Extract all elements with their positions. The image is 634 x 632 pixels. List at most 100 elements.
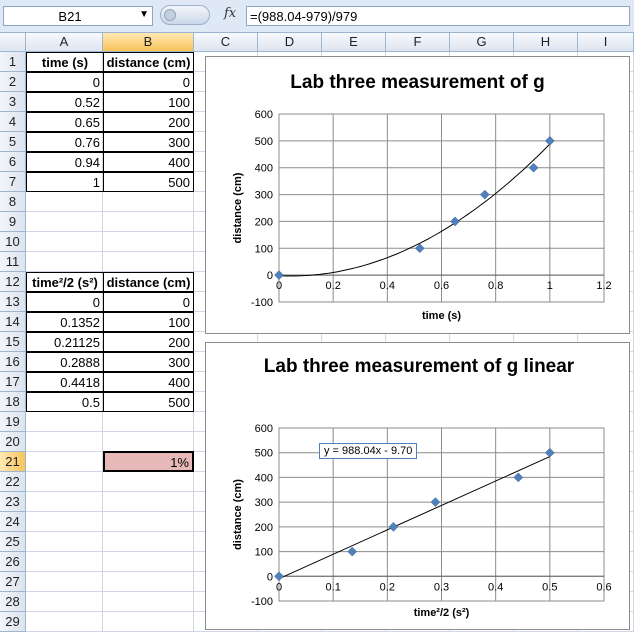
row-header-3[interactable]: 3 [0, 92, 26, 112]
table2-cell[interactable]: 400 [103, 372, 194, 392]
column-header-b[interactable]: B [103, 33, 194, 52]
grid-cell[interactable] [26, 612, 103, 632]
grid-cell[interactable] [26, 432, 103, 452]
row-header-29[interactable]: 29 [0, 612, 26, 632]
row-header-18[interactable]: 18 [0, 392, 26, 412]
column-header-a[interactable]: A [26, 33, 103, 52]
table1-cell[interactable]: 0.65 [26, 112, 104, 132]
grid-cell[interactable] [103, 552, 194, 572]
row-header-9[interactable]: 9 [0, 212, 26, 232]
table2-cell[interactable]: 500 [103, 392, 194, 412]
column-header-f[interactable]: F [386, 33, 450, 52]
column-header-d[interactable]: D [258, 33, 322, 52]
grid-cell[interactable] [103, 432, 194, 452]
table2-cell[interactable]: 0.2888 [26, 352, 104, 372]
table2-cell[interactable]: 0.1352 [26, 312, 104, 332]
row-header-25[interactable]: 25 [0, 532, 26, 552]
grid-cell[interactable] [103, 472, 194, 492]
table1-cell[interactable]: 0 [103, 72, 194, 92]
grid-cell[interactable] [26, 192, 103, 212]
chevron-down-icon[interactable]: ▼ [139, 9, 149, 20]
insert-function-icon[interactable]: fx [224, 6, 237, 21]
table1-cell[interactable]: 0.76 [26, 132, 104, 152]
grid-cell[interactable] [103, 192, 194, 212]
table1-cell[interactable]: 300 [103, 132, 194, 152]
grid-cell[interactable] [26, 572, 103, 592]
grid-cell[interactable] [103, 252, 194, 272]
row-header-19[interactable]: 19 [0, 412, 26, 432]
row-header-4[interactable]: 4 [0, 112, 26, 132]
grid-cell[interactable] [103, 412, 194, 432]
grid-cell[interactable] [103, 212, 194, 232]
grid-cell[interactable] [103, 512, 194, 532]
table2-cell[interactable]: 200 [103, 332, 194, 352]
table1-cell[interactable]: 0.52 [26, 92, 104, 112]
row-header-16[interactable]: 16 [0, 352, 26, 372]
table1-header-time[interactable]: time (s) [26, 52, 104, 72]
table1-cell[interactable]: 100 [103, 92, 194, 112]
row-header-10[interactable]: 10 [0, 232, 26, 252]
row-header-6[interactable]: 6 [0, 152, 26, 172]
row-header-5[interactable]: 5 [0, 132, 26, 152]
row-header-11[interactable]: 11 [0, 252, 26, 272]
name-box[interactable]: B21 ▼ [3, 6, 153, 26]
row-header-21[interactable]: 21 [0, 452, 26, 472]
row-header-23[interactable]: 23 [0, 492, 26, 512]
active-cell-b21[interactable]: 1% [103, 451, 194, 472]
grid-cell[interactable] [26, 232, 103, 252]
table1-cell[interactable]: 200 [103, 112, 194, 132]
grid-cell[interactable] [26, 412, 103, 432]
row-header-13[interactable]: 13 [0, 292, 26, 312]
table2-cell[interactable]: 100 [103, 312, 194, 332]
table2-cell[interactable]: 0.21125 [26, 332, 104, 352]
table2-cell[interactable]: 0.4418 [26, 372, 104, 392]
table1-cell[interactable]: 1 [26, 172, 104, 192]
grid-cell[interactable] [103, 532, 194, 552]
table2-cell[interactable]: 300 [103, 352, 194, 372]
grid-cell[interactable] [103, 572, 194, 592]
table2-cell[interactable]: 0 [26, 292, 104, 312]
table1-cell[interactable]: 500 [103, 172, 194, 192]
row-header-27[interactable]: 27 [0, 572, 26, 592]
grid-cell[interactable] [26, 552, 103, 572]
grid-cell[interactable] [26, 592, 103, 612]
row-header-1[interactable]: 1 [0, 52, 26, 72]
grid-cell[interactable] [26, 512, 103, 532]
table2-header-distance[interactable]: distance (cm) [103, 272, 194, 292]
row-header-15[interactable]: 15 [0, 332, 26, 352]
grid-cell[interactable] [103, 592, 194, 612]
row-header-7[interactable]: 7 [0, 172, 26, 192]
grid-cell[interactable] [103, 232, 194, 252]
row-header-22[interactable]: 22 [0, 472, 26, 492]
grid-cell[interactable] [26, 532, 103, 552]
select-all-corner[interactable] [0, 33, 26, 52]
table1-cell[interactable]: 0.94 [26, 152, 104, 172]
column-header-c[interactable]: C [194, 33, 258, 52]
formula-bar-resize-handle[interactable] [160, 5, 210, 25]
table1-header-distance[interactable]: distance (cm) [103, 52, 194, 72]
row-header-12[interactable]: 12 [0, 272, 26, 292]
grid-cell[interactable] [26, 252, 103, 272]
column-header-e[interactable]: E [322, 33, 386, 52]
table1-cell[interactable]: 400 [103, 152, 194, 172]
row-header-17[interactable]: 17 [0, 372, 26, 392]
row-header-26[interactable]: 26 [0, 552, 26, 572]
row-header-28[interactable]: 28 [0, 592, 26, 612]
formula-input[interactable]: =(988.04-979)/979 [246, 6, 630, 26]
table2-cell[interactable]: 0.5 [26, 392, 104, 412]
column-header-g[interactable]: G [450, 33, 514, 52]
chart-linear[interactable]: Lab three measurement of g linear -100 0 1… [205, 342, 630, 630]
chart-time-distance[interactable]: Lab three measurement of g -100 0 100 200 30… [205, 56, 630, 334]
grid-cell[interactable] [26, 452, 103, 472]
grid-cell[interactable] [103, 492, 194, 512]
row-header-20[interactable]: 20 [0, 432, 26, 452]
row-header-24[interactable]: 24 [0, 512, 26, 532]
row-header-14[interactable]: 14 [0, 312, 26, 332]
grid-cell[interactable] [103, 612, 194, 632]
column-header-h[interactable]: H [514, 33, 578, 52]
grid-cell[interactable] [26, 492, 103, 512]
table2-cell[interactable]: 0 [103, 292, 194, 312]
grid-cell[interactable] [26, 212, 103, 232]
trendline-equation-label[interactable]: y = 988.04x - 9.70 [319, 443, 418, 459]
table1-cell[interactable]: 0 [26, 72, 104, 92]
